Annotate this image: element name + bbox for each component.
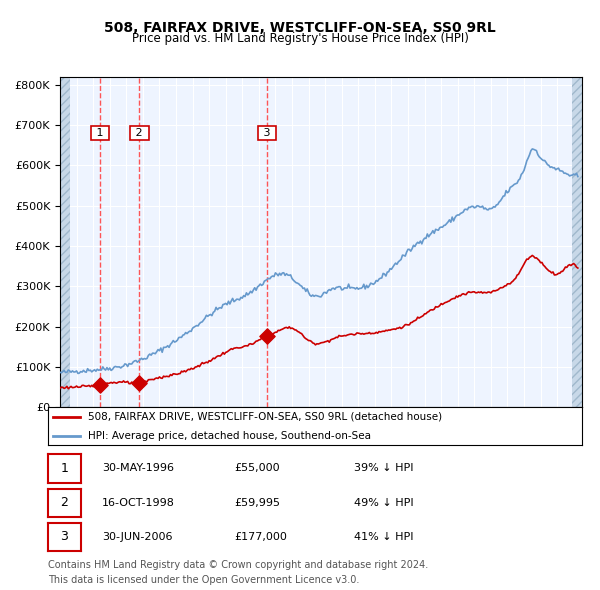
Text: 39% ↓ HPI: 39% ↓ HPI — [354, 464, 413, 473]
Text: 30-JUN-2006: 30-JUN-2006 — [102, 532, 173, 542]
Text: 3: 3 — [61, 530, 68, 543]
Text: Price paid vs. HM Land Registry's House Price Index (HPI): Price paid vs. HM Land Registry's House … — [131, 32, 469, 45]
Text: £59,995: £59,995 — [234, 498, 280, 507]
Point — [134, 378, 144, 388]
Text: 1: 1 — [93, 128, 107, 138]
Text: HPI: Average price, detached house, Southend-on-Sea: HPI: Average price, detached house, Sout… — [88, 431, 371, 441]
Text: £55,000: £55,000 — [234, 464, 280, 473]
Point — [262, 331, 272, 340]
Bar — [60, 77, 70, 407]
Bar — [572, 77, 582, 407]
Text: 508, FAIRFAX DRIVE, WESTCLIFF-ON-SEA, SS0 9RL (detached house): 508, FAIRFAX DRIVE, WESTCLIFF-ON-SEA, SS… — [88, 412, 442, 422]
Point — [95, 380, 105, 389]
Text: 2: 2 — [133, 128, 146, 138]
Text: 49% ↓ HPI: 49% ↓ HPI — [354, 498, 413, 507]
Text: 30-MAY-1996: 30-MAY-1996 — [102, 464, 174, 473]
Text: 1: 1 — [61, 462, 68, 475]
Text: 508, FAIRFAX DRIVE, WESTCLIFF-ON-SEA, SS0 9RL: 508, FAIRFAX DRIVE, WESTCLIFF-ON-SEA, SS… — [104, 21, 496, 35]
Text: £177,000: £177,000 — [234, 532, 287, 542]
Text: 16-OCT-1998: 16-OCT-1998 — [102, 498, 175, 507]
Text: Contains HM Land Registry data © Crown copyright and database right 2024.: Contains HM Land Registry data © Crown c… — [48, 560, 428, 570]
Text: 41% ↓ HPI: 41% ↓ HPI — [354, 532, 413, 542]
Text: This data is licensed under the Open Government Licence v3.0.: This data is licensed under the Open Gov… — [48, 575, 359, 585]
Text: 3: 3 — [260, 128, 274, 138]
Text: 2: 2 — [61, 496, 68, 509]
